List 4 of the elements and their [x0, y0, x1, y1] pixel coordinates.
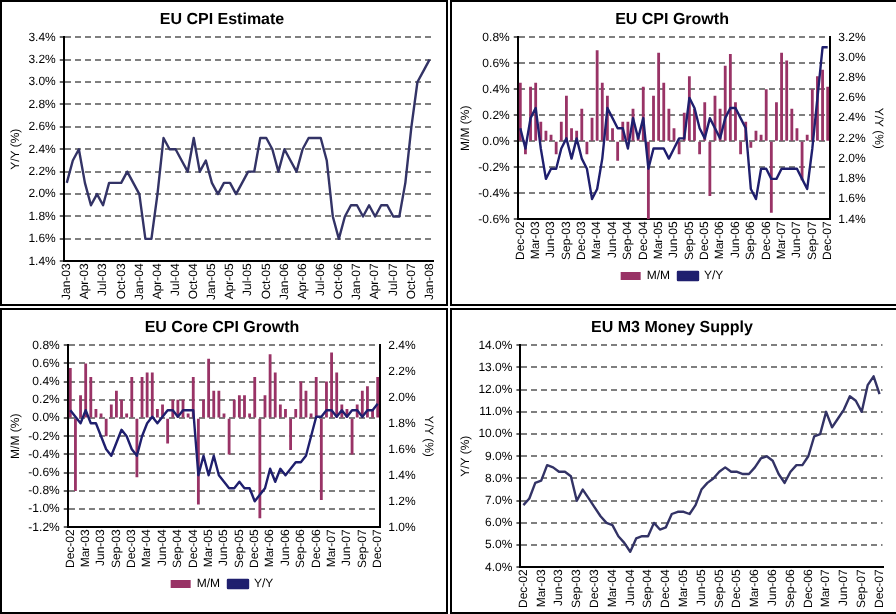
chart-title: EU CPI Estimate [159, 10, 286, 29]
chart-title: EU CPI Growth [615, 10, 730, 29]
chart-title: EU M3 Money Supply [591, 318, 754, 337]
chart-title: EU Core CPI Growth [144, 318, 300, 337]
